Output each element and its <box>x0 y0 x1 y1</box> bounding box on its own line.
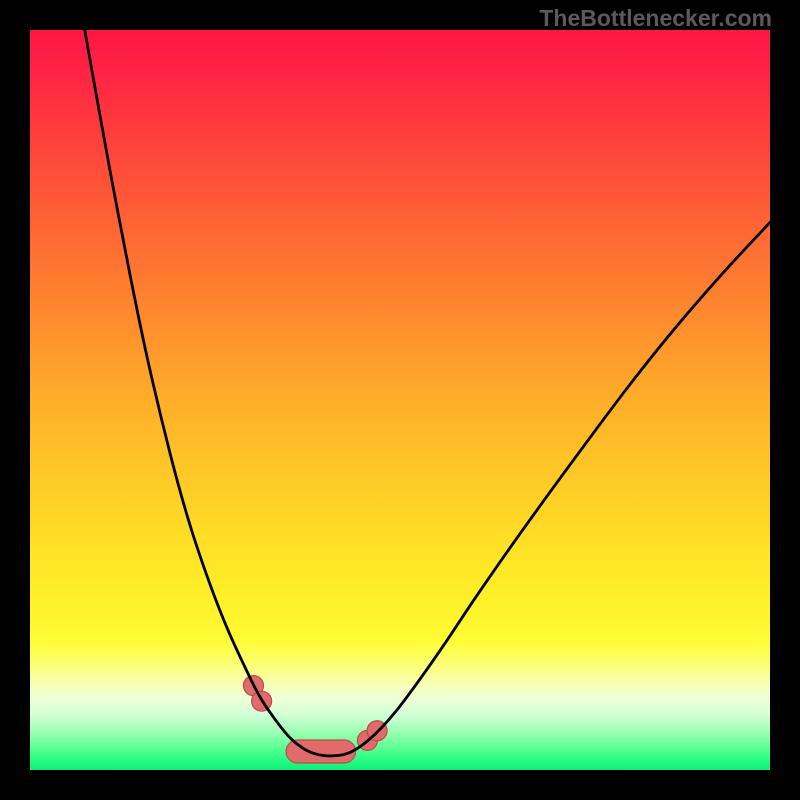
plot-area <box>30 30 770 770</box>
watermark-text: TheBottlenecker.com <box>539 5 772 32</box>
gradient-background <box>30 30 770 770</box>
stage: TheBottlenecker.com <box>0 0 800 800</box>
